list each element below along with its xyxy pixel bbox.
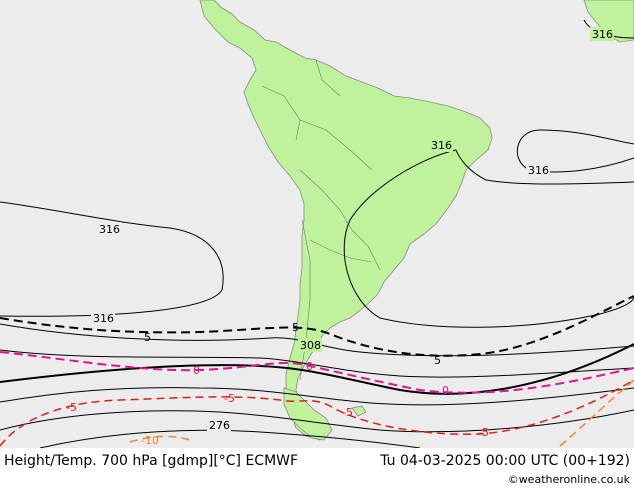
map-title: Height/Temp. 700 hPa [gdmp][°C] ECMWF xyxy=(4,453,299,469)
contour-label-group: 316 316 316 316 316 308 276 5 5 5 0 0 0 … xyxy=(66,27,614,447)
label-t5-west: 5 xyxy=(144,331,151,344)
contour-300 xyxy=(0,349,634,378)
label-h316-sw: 316 xyxy=(93,312,114,325)
isotherm-minus5 xyxy=(0,379,634,447)
label-tm5-mid: -5 xyxy=(224,392,235,405)
contour-284 xyxy=(0,409,634,433)
credit-link[interactable]: ©weatheronline.co.uk xyxy=(507,473,630,486)
contour-316-west xyxy=(0,201,224,317)
forecast-time: Tu 04-03-2025 00:00 UTC (00+192) xyxy=(380,453,630,469)
label-h276: 276 xyxy=(209,419,230,432)
isotherm-plus5 xyxy=(0,295,634,357)
label-h316-brazil: 316 xyxy=(431,139,452,152)
map-canvas: 316 316 316 316 316 308 276 5 5 5 0 0 0 … xyxy=(0,0,634,448)
country-borders xyxy=(261,59,381,381)
isotherm-minus10 xyxy=(129,435,191,443)
contour-316-atlantic xyxy=(516,129,634,173)
label-t5-chile: 5 xyxy=(292,321,299,334)
contour-316-brazil-tip xyxy=(455,149,634,185)
label-h316-west: 316 xyxy=(99,223,120,236)
tierra-del-fuego xyxy=(283,387,333,441)
contour-316-brazil xyxy=(343,149,634,328)
label-tm5-west: -5 xyxy=(66,401,77,414)
label-tm5-fuego: -5 xyxy=(342,406,353,419)
label-t0-atlantic: 0 xyxy=(442,384,449,397)
isotherm-minus10-east xyxy=(559,379,634,447)
isotherm-thick-solid xyxy=(0,343,634,395)
label-t0-west: 0 xyxy=(193,364,200,377)
label-tm5-east: -5 xyxy=(478,426,489,439)
isotherm-0 xyxy=(0,351,634,394)
label-h316-caribbean: 316 xyxy=(592,28,613,41)
label-t0-chile: 0 xyxy=(306,360,313,373)
label-t5-atlantic: 5 xyxy=(434,354,441,367)
island-falklands xyxy=(351,405,367,417)
contour-276 xyxy=(39,429,421,448)
label-tm10: -10 xyxy=(141,434,159,447)
contour-292 xyxy=(0,387,634,406)
label-h308: 308 xyxy=(300,339,321,352)
weather-map: 316 316 316 316 316 308 276 5 5 5 0 0 0 … xyxy=(0,0,634,448)
label-h316-atlantic: 316 xyxy=(528,164,549,177)
